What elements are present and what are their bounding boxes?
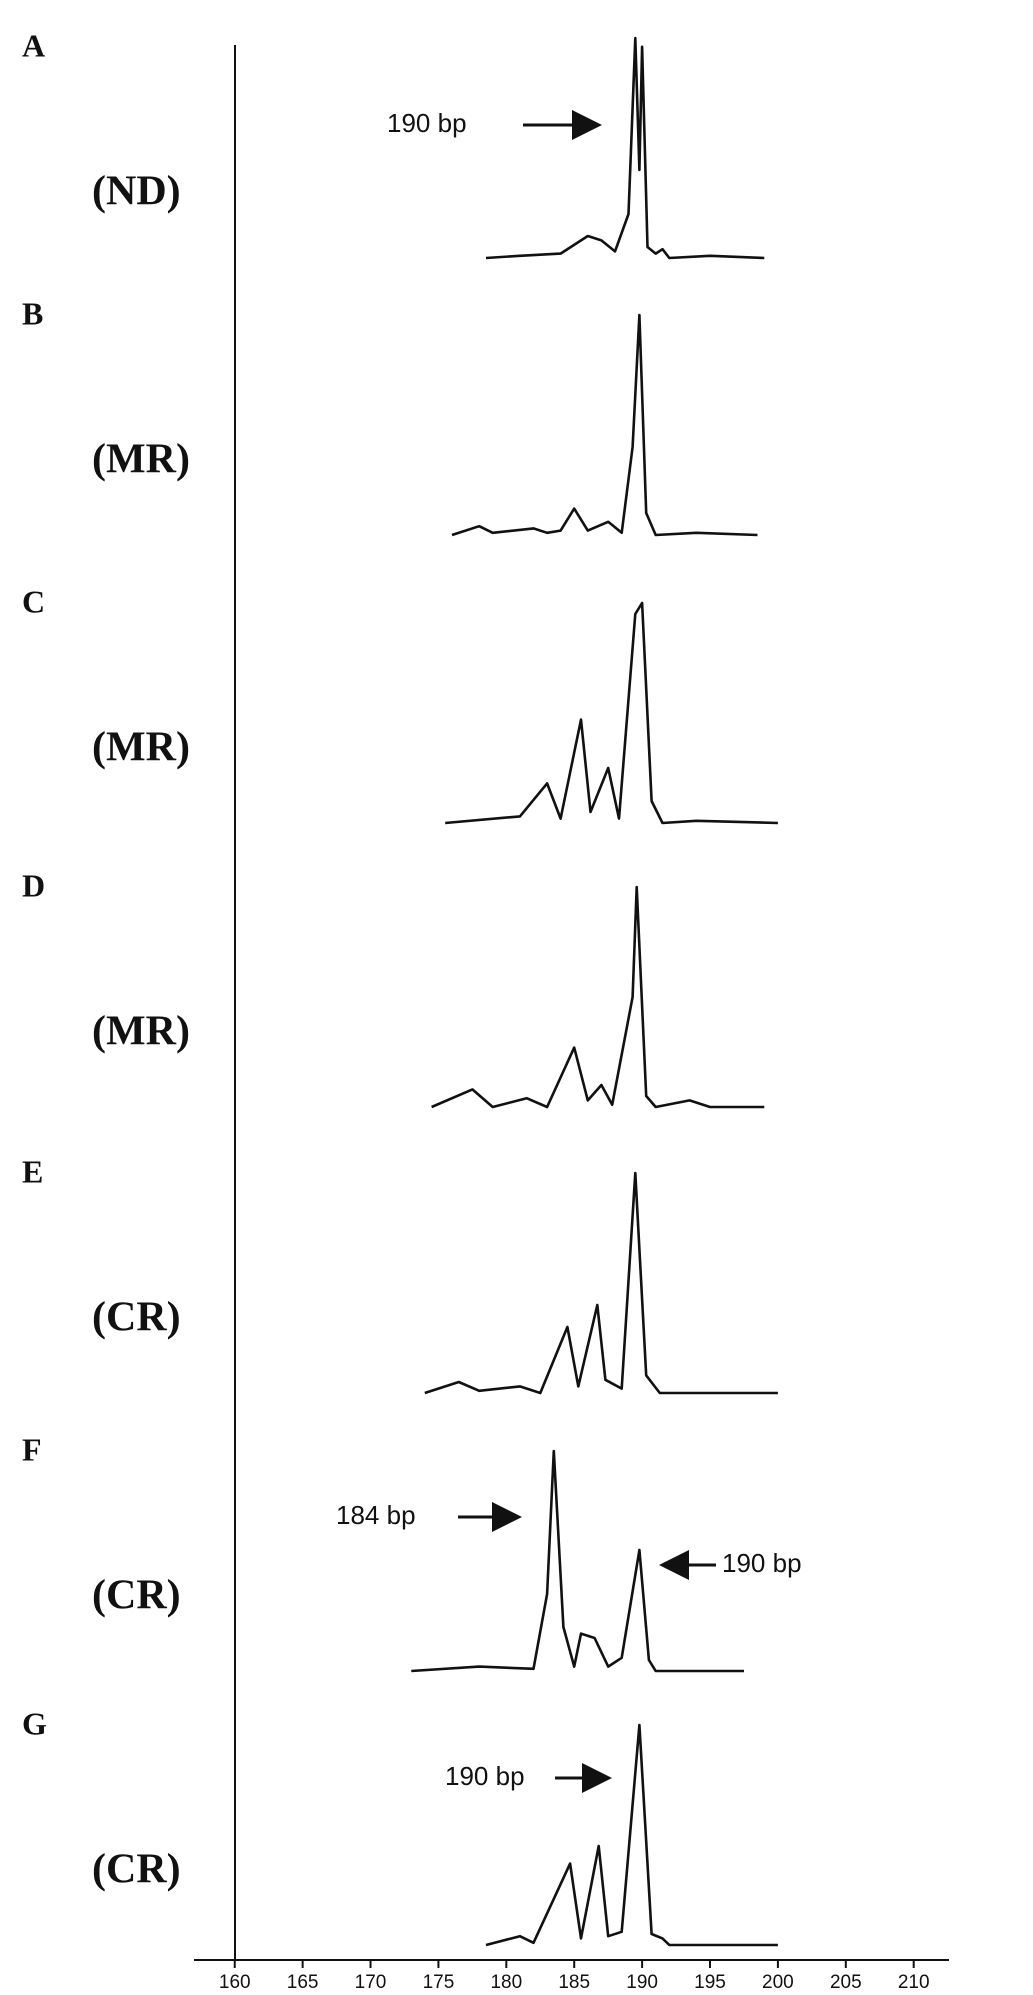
panel-letter: F <box>22 1431 42 1467</box>
x-tick-label: 165 <box>287 1972 319 1993</box>
x-tick-label: 195 <box>694 1972 726 1993</box>
x-tick-label: 170 <box>355 1972 387 1993</box>
x-tick-label: 210 <box>898 1972 930 1993</box>
panel-group: (MR) <box>92 1009 190 1055</box>
panel-letter: D <box>22 867 45 903</box>
trace <box>485 1723 778 1947</box>
panel-group: (CR) <box>92 1847 181 1893</box>
trace <box>445 601 778 825</box>
x-tick-label: 180 <box>490 1972 522 1993</box>
x-tick-label: 175 <box>423 1972 455 1993</box>
annotation: 190 bp <box>387 108 467 138</box>
panel-group: (ND) <box>92 169 181 215</box>
panel-letter: C <box>22 583 45 619</box>
trace <box>485 36 765 260</box>
panel-group: (CR) <box>92 1295 181 1341</box>
x-tick-label: 205 <box>830 1972 862 1993</box>
annotation: 190 bp <box>722 1548 802 1578</box>
trace <box>451 313 758 537</box>
panel-group: (MR) <box>92 437 190 483</box>
x-tick-label: 190 <box>626 1972 658 1993</box>
panel-letter: E <box>22 1153 43 1189</box>
panel-group: (MR) <box>92 725 190 771</box>
annotation: 184 bp <box>336 1500 416 1530</box>
trace <box>411 1449 744 1673</box>
panel-letter: A <box>22 27 45 63</box>
x-tick-label: 200 <box>762 1972 794 1993</box>
trace <box>424 1171 778 1395</box>
annotation: 190 bp <box>445 1761 525 1791</box>
panel-letter: G <box>22 1705 47 1741</box>
x-tick-label: 160 <box>219 1972 251 1993</box>
panel-letter: B <box>22 295 43 331</box>
x-tick-label: 185 <box>558 1972 590 1993</box>
panel-group: (CR) <box>92 1573 181 1619</box>
trace <box>431 885 765 1109</box>
